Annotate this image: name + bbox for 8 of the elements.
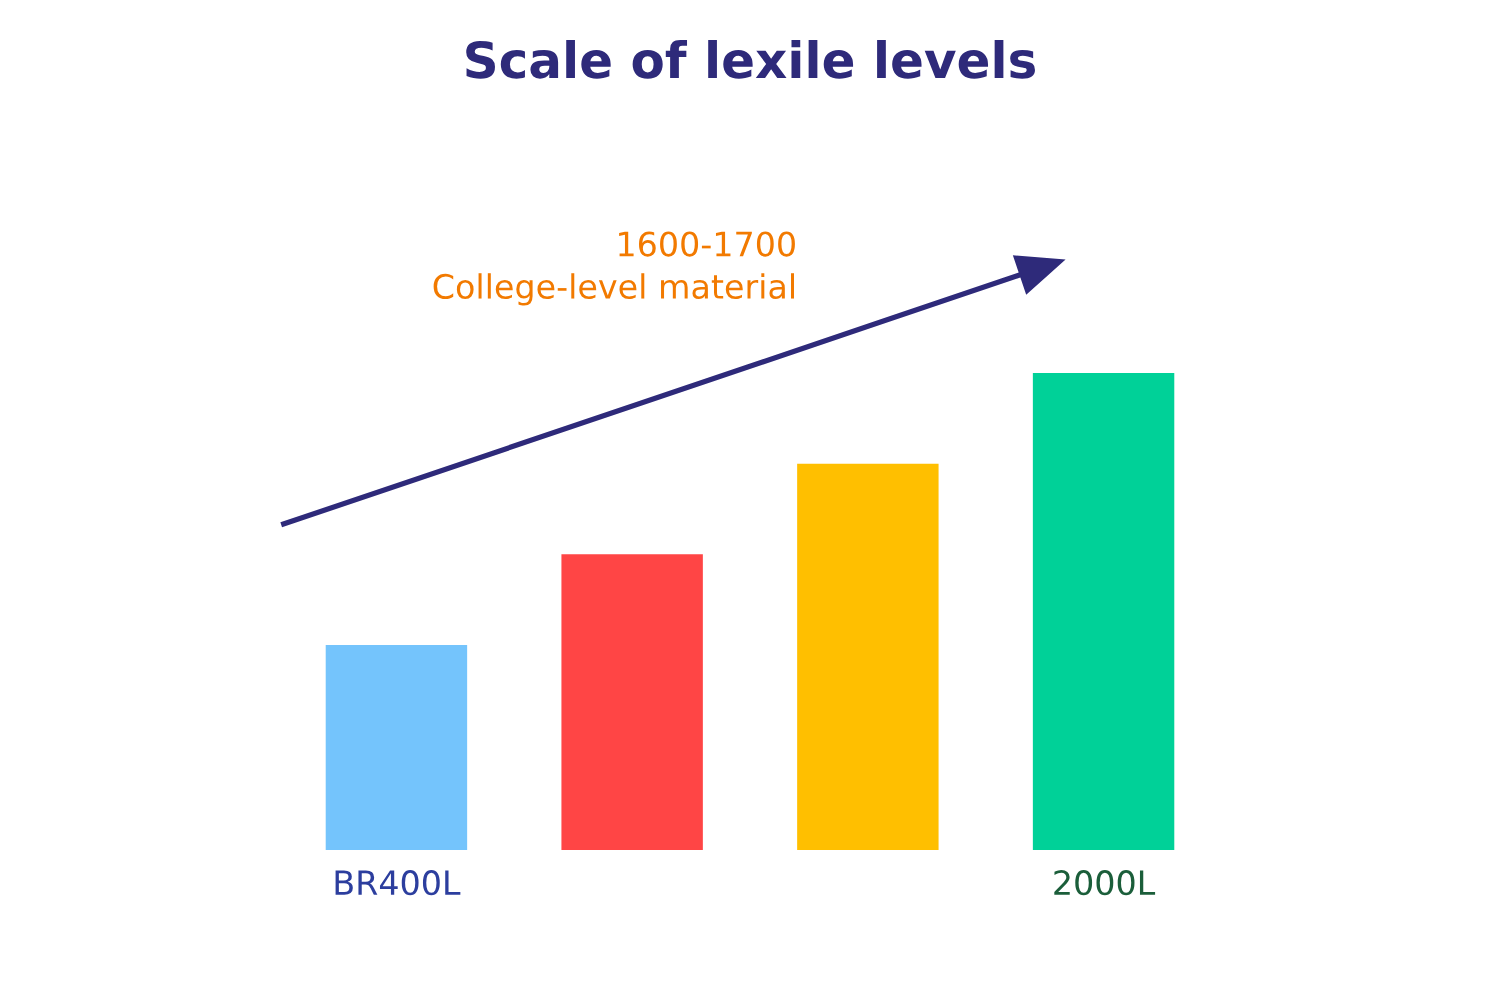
bar [325, 644, 468, 850]
text: 1600-1700 College-level material [433, 231, 795, 306]
bar [1032, 373, 1175, 850]
x-tick-label: BR400L [335, 870, 461, 896]
bar [797, 463, 939, 850]
x-tick-label: 2000L [1054, 870, 1156, 896]
bar [561, 554, 703, 850]
chart-title: Scale of lexile levels [466, 40, 1035, 79]
